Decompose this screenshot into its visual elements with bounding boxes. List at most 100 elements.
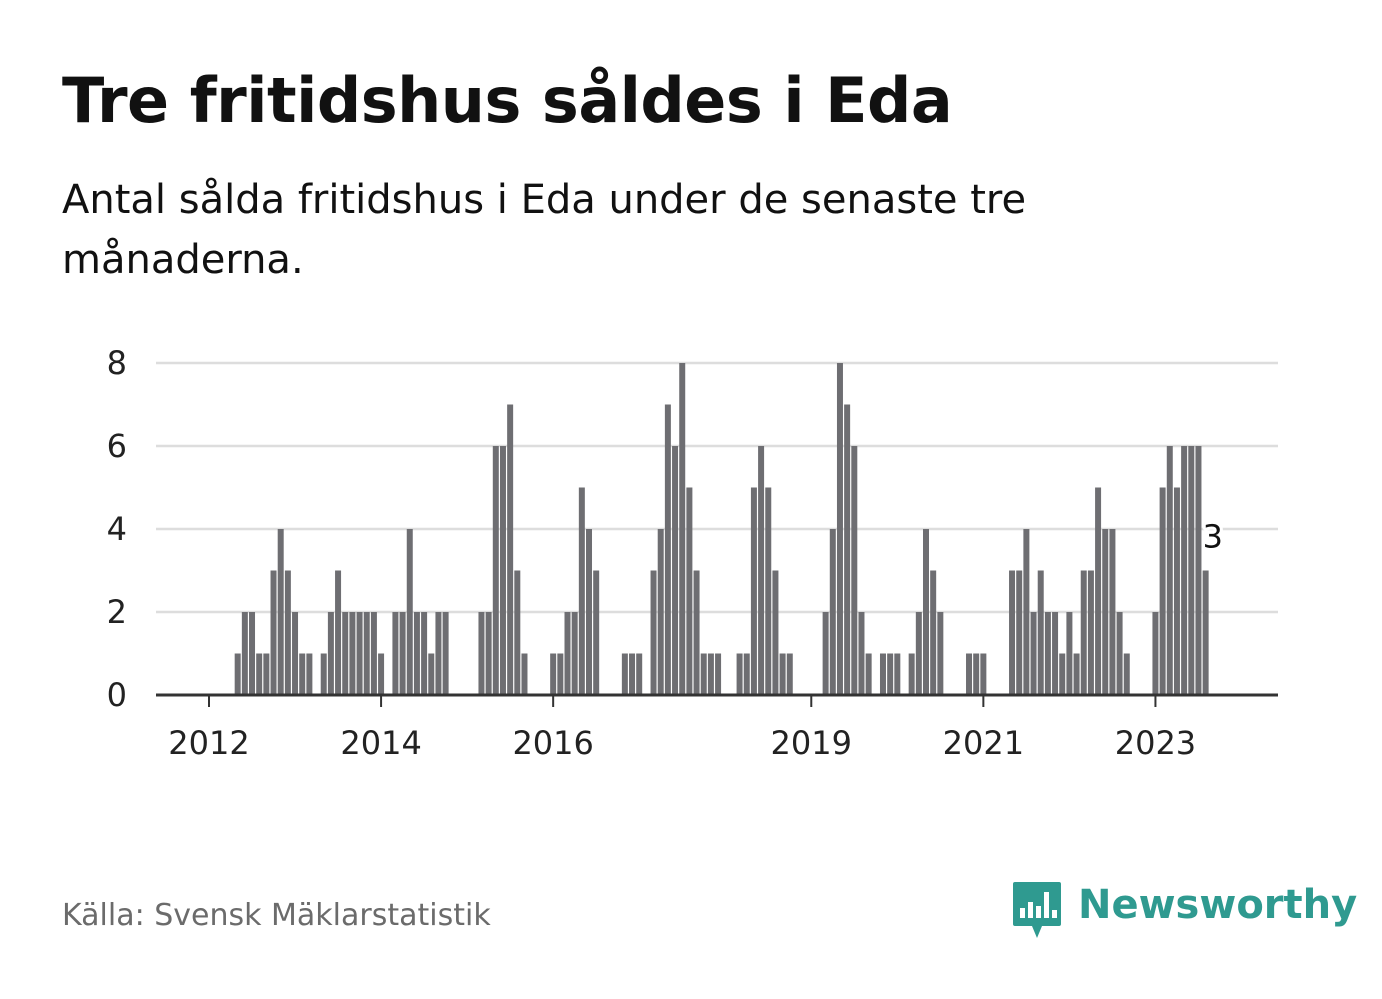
bar xyxy=(421,612,428,695)
bar xyxy=(363,612,370,695)
bar xyxy=(664,404,671,695)
newsworthy-logo[interactable]: Newsworthy xyxy=(1012,878,1357,944)
bar xyxy=(1116,612,1123,695)
bar xyxy=(1195,446,1202,695)
bar xyxy=(578,487,585,695)
bar xyxy=(1023,529,1030,695)
bar xyxy=(1202,570,1209,695)
bar xyxy=(1102,529,1109,695)
brand-name: Newsworthy xyxy=(1078,882,1358,928)
bar xyxy=(256,653,263,695)
bar xyxy=(378,653,385,695)
bar xyxy=(1080,570,1087,695)
bar xyxy=(292,612,299,695)
bar xyxy=(786,653,793,695)
bar xyxy=(593,570,600,695)
bar xyxy=(879,653,886,695)
bar xyxy=(937,612,944,695)
bar xyxy=(707,653,714,695)
bar xyxy=(241,612,248,695)
bar xyxy=(392,612,399,695)
bar xyxy=(836,363,843,695)
bar xyxy=(399,612,406,695)
bar xyxy=(858,612,865,695)
bar xyxy=(270,570,277,695)
bar xyxy=(428,653,435,695)
bar xyxy=(499,446,506,695)
bar xyxy=(1052,612,1059,695)
bar xyxy=(700,653,707,695)
bar xyxy=(514,570,521,695)
y-tick-label: 8 xyxy=(107,344,127,382)
bar xyxy=(1188,446,1195,695)
bar xyxy=(1044,612,1051,695)
bar xyxy=(1037,570,1044,695)
bar xyxy=(478,612,485,695)
bar xyxy=(1095,487,1102,695)
bar xyxy=(894,653,901,695)
bar xyxy=(586,529,593,695)
bar xyxy=(1073,653,1080,695)
bar xyxy=(973,653,980,695)
bar xyxy=(743,653,750,695)
bar xyxy=(765,487,772,695)
bar xyxy=(356,612,363,695)
bar xyxy=(249,612,256,695)
bar xyxy=(930,570,937,695)
bar xyxy=(829,529,836,695)
bar xyxy=(851,446,858,695)
bar xyxy=(435,612,442,695)
bar xyxy=(1087,570,1094,695)
bar xyxy=(758,446,765,695)
bar xyxy=(672,446,679,695)
bar xyxy=(1059,653,1066,695)
bar xyxy=(822,612,829,695)
bar xyxy=(636,653,643,695)
bar xyxy=(564,612,571,695)
bar xyxy=(349,612,356,695)
bar xyxy=(923,529,929,695)
x-tick-label: 2023 xyxy=(1115,724,1196,762)
bar xyxy=(413,612,420,695)
bar xyxy=(772,570,779,695)
y-tick-label: 0 xyxy=(107,676,127,714)
bar xyxy=(571,612,578,695)
bar xyxy=(1123,653,1130,695)
highlight-value-label: 3 xyxy=(1203,518,1223,556)
bar xyxy=(693,570,700,695)
bar xyxy=(1181,446,1188,695)
chart-subtitle: Antal sålda fritidshus i Eda under de se… xyxy=(62,177,1027,283)
bar xyxy=(1166,446,1173,695)
bar xyxy=(507,404,514,695)
bar xyxy=(715,653,722,695)
bar xyxy=(1030,612,1037,695)
bar xyxy=(1152,612,1159,695)
x-tick-label: 2019 xyxy=(771,724,852,762)
bar xyxy=(492,446,499,695)
bar xyxy=(657,529,664,695)
bar xyxy=(320,653,327,695)
bar xyxy=(550,653,557,695)
bar-chart: 0 2 4 6 8 2012 2014 2016 2019 2021 2023 3 xyxy=(107,344,1278,762)
bar xyxy=(1109,529,1116,695)
bar xyxy=(335,570,342,695)
bar xyxy=(750,487,757,695)
bar xyxy=(1016,570,1023,695)
y-tick-label: 6 xyxy=(107,427,127,465)
bar xyxy=(650,570,657,695)
bar xyxy=(370,612,377,695)
bar xyxy=(629,653,636,695)
bar xyxy=(686,487,693,695)
bar xyxy=(980,653,987,695)
bar xyxy=(263,653,270,695)
chart-title: Tre fritidshus såldes i Eda xyxy=(62,64,953,137)
bar xyxy=(485,612,492,695)
x-tick-label: 2021 xyxy=(943,724,1024,762)
bar xyxy=(621,653,628,695)
bar xyxy=(779,653,786,695)
bar xyxy=(521,653,528,695)
bar xyxy=(844,404,851,695)
bar xyxy=(234,653,241,695)
bar xyxy=(865,653,872,695)
bar-chart-speech-bubble-icon xyxy=(1013,882,1061,938)
